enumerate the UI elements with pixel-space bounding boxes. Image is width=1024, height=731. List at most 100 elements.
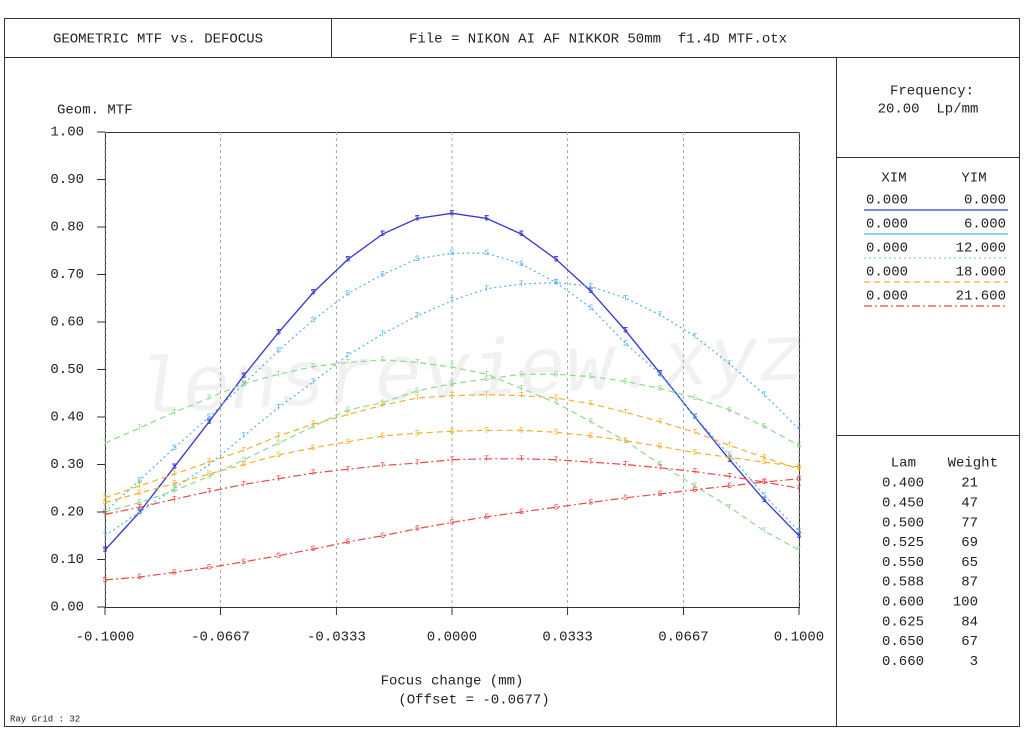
curve-marker: T: [137, 482, 142, 491]
curve-marker: T: [241, 446, 246, 455]
curve-marker: S: [137, 499, 142, 508]
curve-marker: T: [588, 282, 593, 291]
curve-marker: S: [207, 470, 212, 479]
field-xim: 0.000: [866, 241, 908, 257]
curve-marker: S: [207, 418, 212, 427]
curve-marker: S: [588, 304, 593, 313]
curve-marker: S: [207, 413, 212, 422]
curve-marker: S: [484, 249, 489, 258]
curve-marker: T: [484, 370, 489, 379]
curve-marker: T: [554, 399, 559, 408]
curve-marker: T: [172, 484, 177, 493]
curve-marker: S: [103, 508, 108, 517]
field-yim: 0.000: [964, 193, 1006, 209]
curve-marker: T: [450, 456, 455, 465]
curve-marker: S: [762, 491, 767, 500]
curve-marker: S: [172, 568, 177, 577]
curve-marker: S: [207, 472, 212, 481]
weight: 3: [970, 654, 978, 670]
curve-marker: S: [137, 489, 142, 498]
curve-marker: T: [450, 297, 455, 306]
weight: 21: [961, 476, 978, 492]
curve-marker: T: [554, 456, 559, 465]
curve-marker: S: [658, 490, 663, 499]
curve-marker: S: [137, 476, 142, 485]
curve-marker: S: [797, 463, 802, 472]
curve-marker: T: [380, 401, 385, 410]
curve-marker: S: [345, 538, 350, 547]
curve-marker: S: [762, 423, 767, 432]
curve-marker: T: [658, 311, 663, 320]
curve-marker: T: [727, 442, 732, 451]
curve-marker: S: [727, 453, 732, 462]
curve-marker: S: [276, 329, 281, 338]
curve-marker: S: [554, 255, 559, 264]
curve-marker: S: [415, 525, 420, 534]
y-axis-title: Geom. MTF: [57, 103, 133, 119]
curve-marker: S: [415, 255, 420, 264]
curve-marker: T: [623, 294, 628, 303]
curve-marker: T: [623, 408, 628, 417]
wavelength: 0.500: [882, 515, 924, 531]
y-tick-label: 0.30: [50, 457, 84, 473]
curve-marker: S: [345, 438, 350, 447]
curve-marker: T: [692, 428, 697, 437]
curve-marker: T: [450, 363, 455, 372]
curve-marker: T: [588, 418, 593, 427]
curve-marker: S: [450, 249, 455, 258]
wavelength: 0.660: [882, 654, 924, 670]
field-yim: 18.000: [956, 265, 1006, 281]
curve-marker: S: [797, 532, 802, 541]
curve-marker: S: [276, 347, 281, 356]
curve-marker: T: [311, 363, 316, 372]
curve-marker: T: [658, 418, 663, 427]
mtf-curve: [104, 252, 800, 532]
curve-marker: T: [797, 546, 802, 555]
curve-marker: T: [311, 469, 316, 478]
mtf-curve: [104, 458, 800, 515]
wavelength: 0.600: [882, 595, 924, 611]
curve-marker: S: [311, 444, 316, 453]
curve-marker: T: [415, 312, 420, 321]
curve-marker: S: [797, 527, 802, 536]
curve-marker: S: [692, 394, 697, 403]
curve-marker: S: [554, 370, 559, 379]
curve-marker: S: [103, 576, 108, 585]
curve-marker: T: [345, 351, 350, 360]
curve-marker: T: [797, 465, 802, 474]
curve-marker: S: [727, 482, 732, 491]
curve-marker: T: [623, 437, 628, 446]
curve-marker: S: [519, 260, 524, 269]
header-title: GEOMETRIC MTF vs. DEFOCUS: [53, 32, 263, 48]
curve-marker: T: [345, 465, 350, 474]
field-xim: 0.000: [866, 265, 908, 281]
curve-marker: T: [276, 475, 281, 484]
wavelength-header: Weight: [948, 456, 998, 472]
y-tick-label: 1.00: [50, 125, 84, 141]
curve-marker: T: [692, 468, 697, 477]
curve-marker: T: [415, 394, 420, 403]
weight: 87: [961, 575, 978, 591]
curve-marker: S: [762, 478, 767, 487]
curve-marker: S: [276, 552, 281, 561]
curve-marker: S: [623, 327, 628, 336]
wavelength: 0.650: [882, 634, 924, 650]
curve-marker: T: [276, 432, 281, 441]
curve-marker: S: [762, 496, 767, 505]
curve-marker: T: [623, 461, 628, 470]
field-yim: 12.000: [956, 241, 1006, 257]
curve-marker: S: [241, 456, 246, 465]
curve-marker: T: [345, 411, 350, 420]
x-tick-label: -0.0333: [307, 630, 366, 646]
curve-marker: T: [658, 461, 663, 470]
curve-marker: T: [241, 481, 246, 490]
curve-marker: S: [380, 532, 385, 541]
curve-marker: S: [172, 444, 177, 453]
curve-marker: T: [172, 470, 177, 479]
curve-marker: S: [623, 339, 628, 348]
curve-marker: T: [762, 453, 767, 462]
curve-marker: T: [276, 370, 281, 379]
curve-marker: S: [692, 449, 697, 458]
curve-marker: T: [137, 424, 142, 433]
curve-marker: T: [241, 380, 246, 389]
